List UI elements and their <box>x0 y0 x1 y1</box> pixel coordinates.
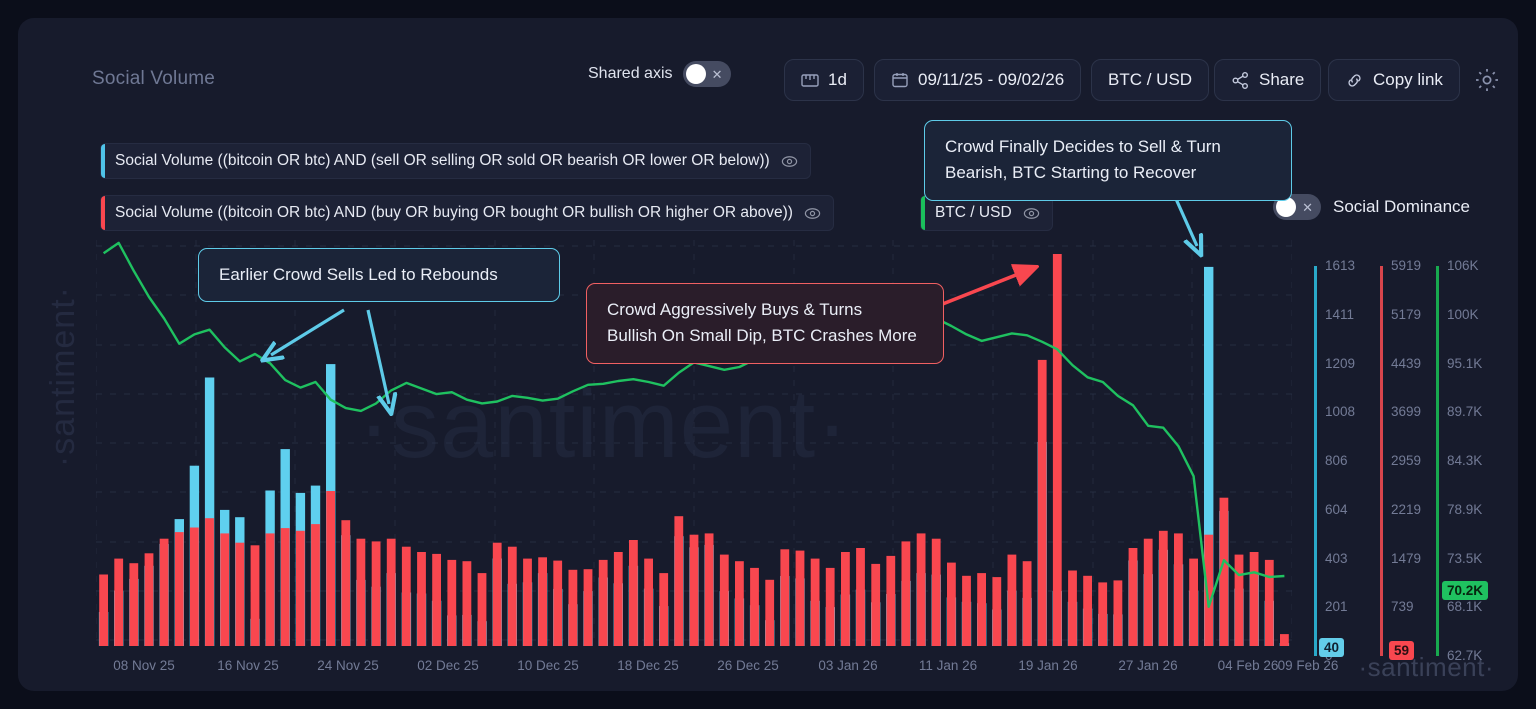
shared-axis-label: Shared axis <box>588 65 673 82</box>
asset-selector[interactable]: BTC / USD <box>1091 59 1210 101</box>
page-title: Social Volume <box>92 68 216 89</box>
toolbar: Social Volume Shared axis ✕ 1d <box>18 18 1518 106</box>
axis-tick-label: 84.3K <box>1447 453 1483 468</box>
x-axis-tick-label: 18 Dec 25 <box>617 658 679 673</box>
copy-link-label: Copy link <box>1373 70 1443 89</box>
gear-icon[interactable] <box>1473 66 1501 94</box>
axis-spine <box>1436 266 1439 656</box>
axis-tick-label: 201 <box>1325 599 1348 615</box>
legend-label: BTC / USD <box>935 204 1012 221</box>
x-axis-tick-label: 10 Dec 25 <box>517 658 579 673</box>
toggle-knob <box>685 64 706 84</box>
axis-tick-label: 604 <box>1325 501 1348 517</box>
calendar-icon <box>891 71 909 89</box>
axis-tick-label: 3699 <box>1391 404 1422 420</box>
social-dominance-label: Social Dominance <box>1332 197 1470 216</box>
shared-axis-toggle[interactable]: ✕ <box>682 61 731 87</box>
axis-tick-label: 89.7K <box>1447 404 1483 420</box>
annotation-crowd-sells-recover: Crowd Finally Decides to Sell & Turn Bea… <box>924 120 1292 201</box>
axis-tick-label: 2219 <box>1391 501 1422 517</box>
axis-tick-label: 1008 <box>1325 404 1356 420</box>
axis-tick-label: 95.1K <box>1447 355 1483 371</box>
ruler-icon <box>801 72 819 88</box>
close-icon: ✕ <box>711 66 723 82</box>
annotation-line: Earlier Crowd Sells Led to Rebounds <box>219 265 498 284</box>
x-axis-tick-label: 02 Dec 25 <box>417 658 479 673</box>
axis-tick-label: 100K <box>1447 306 1479 322</box>
annotation-earlier-crowd-sells: Earlier Crowd Sells Led to Rebounds <box>198 248 560 303</box>
eye-icon[interactable] <box>781 153 798 170</box>
annotation-line: Crowd Aggressively Buys & Turns <box>607 300 863 319</box>
eye-icon[interactable] <box>1023 205 1040 222</box>
last-value-badge-buy: 59 <box>1389 641 1415 660</box>
legend-label: Social Volume ((bitcoin OR btc) AND (sel… <box>115 152 770 169</box>
axis-tick-label: 2959 <box>1391 453 1422 468</box>
axis-tick-label: 106K <box>1447 258 1479 273</box>
watermark-center: ·santiment· <box>358 371 850 478</box>
axis-tick-label: 68.1K <box>1447 599 1483 615</box>
x-axis-tick-label: 27 Jan 26 <box>1118 658 1178 673</box>
asset-label: BTC / USD <box>1108 70 1193 89</box>
annotation-line: Bullish On Small Dip, BTC Crashes More <box>607 326 917 346</box>
share-label: Share <box>1259 70 1305 89</box>
x-axis-tick-label: 08 Nov 25 <box>113 658 175 673</box>
share-nodes-icon <box>1231 71 1250 90</box>
shared-axis-control[interactable]: Shared axis ✕ <box>588 61 731 87</box>
axis-tick-label: 739 <box>1391 599 1414 615</box>
annotation-line: Bearish, BTC Starting to Recover <box>945 163 1197 183</box>
interval-label: 1d <box>828 70 847 89</box>
x-axis-tick-label: 03 Jan 26 <box>818 658 878 673</box>
last-value-badge-price: 70.2K <box>1442 581 1489 600</box>
axis-spine <box>1380 266 1383 656</box>
axis-tick-label: 4439 <box>1391 355 1422 371</box>
axis-tick-label: 73.5K <box>1447 550 1483 566</box>
brandmark: ·santiment· <box>1358 652 1494 682</box>
axis-tick-label: 78.9K <box>1447 501 1483 517</box>
date-range-selector[interactable]: 09/11/25 - 09/02/26 <box>874 59 1082 101</box>
watermark-vertical: ·santiment· <box>44 286 82 468</box>
eye-icon[interactable] <box>804 205 821 222</box>
social-dominance-control[interactable]: ✕ Social Dominance <box>1272 194 1470 220</box>
axis-tick-label: 403 <box>1325 550 1348 566</box>
x-axis-tick-label: 09 Feb 26 <box>1277 658 1339 673</box>
axis-tick-label: 1613 <box>1325 258 1356 273</box>
axis-spine <box>1314 266 1317 656</box>
annotation-crowd-buys: Crowd Aggressively Buys & Turns Bullish … <box>586 283 944 364</box>
x-axis-tick-label: 24 Nov 25 <box>317 658 379 673</box>
legend-color-swatch <box>921 196 925 230</box>
axis-tick-label: 5919 <box>1391 258 1422 273</box>
copy-link-button[interactable]: Copy link <box>1328 59 1460 101</box>
axis-tick-label: 5179 <box>1391 306 1422 322</box>
chart-panel: Social Volume Shared axis ✕ 1d <box>18 18 1518 691</box>
last-value-badge-sell: 40 <box>1319 638 1345 657</box>
legend-item-sell-volume[interactable]: Social Volume ((bitcoin OR btc) AND (sel… <box>100 143 811 179</box>
close-icon: ✕ <box>1302 199 1313 215</box>
axis-tick-label: 1209 <box>1325 355 1356 371</box>
x-axis-tick-label: 16 Nov 25 <box>217 658 279 673</box>
annotation-line: Crowd Finally Decides to Sell & Turn <box>945 137 1221 156</box>
axis-tick-label: 1479 <box>1391 550 1422 566</box>
toggle-knob <box>1275 197 1296 217</box>
legend-item-buy-volume[interactable]: Social Volume ((bitcoin OR btc) AND (buy… <box>100 195 834 231</box>
x-axis-tick-label: 04 Feb 26 <box>1217 658 1279 673</box>
axis-tick-label: 806 <box>1325 453 1348 468</box>
axis-tick-label: 1411 <box>1325 306 1355 322</box>
interval-selector[interactable]: 1d <box>784 59 864 101</box>
legend-color-swatch <box>101 196 105 230</box>
link-icon <box>1345 71 1364 90</box>
x-axis-tick-label: 19 Jan 26 <box>1018 658 1078 673</box>
legend-color-swatch <box>101 144 105 178</box>
axis-tick-label: 62.7K <box>1447 648 1483 663</box>
social-dominance-toggle[interactable]: ✕ <box>1272 194 1321 220</box>
x-axis-tick-label: 11 Jan 26 <box>918 658 978 673</box>
date-range-label: 09/11/25 - 09/02/26 <box>918 70 1065 89</box>
x-axis: 08 Nov 25 16 Nov 25 24 Nov 25 02 Dec 25 10 D… <box>96 658 1344 680</box>
legend-label: Social Volume ((bitcoin OR btc) AND (buy… <box>115 204 793 221</box>
x-axis-tick-label: 26 Dec 25 <box>717 658 779 673</box>
share-button[interactable]: Share <box>1214 59 1322 101</box>
